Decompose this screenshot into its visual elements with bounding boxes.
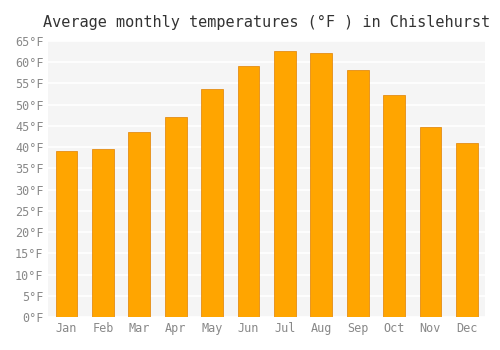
Bar — [238, 65, 260, 317]
Bar — [56, 150, 78, 317]
Title: Average monthly temperatures (°F ) in Chislehurst: Average monthly temperatures (°F ) in Ch… — [43, 15, 490, 30]
Bar — [456, 143, 477, 317]
Bar — [165, 117, 186, 317]
Bar — [346, 70, 368, 317]
Bar — [420, 127, 442, 317]
Bar — [92, 149, 114, 317]
Bar — [383, 95, 405, 317]
Bar — [274, 51, 296, 317]
Bar — [201, 89, 223, 317]
Bar — [128, 132, 150, 317]
Bar — [310, 53, 332, 317]
